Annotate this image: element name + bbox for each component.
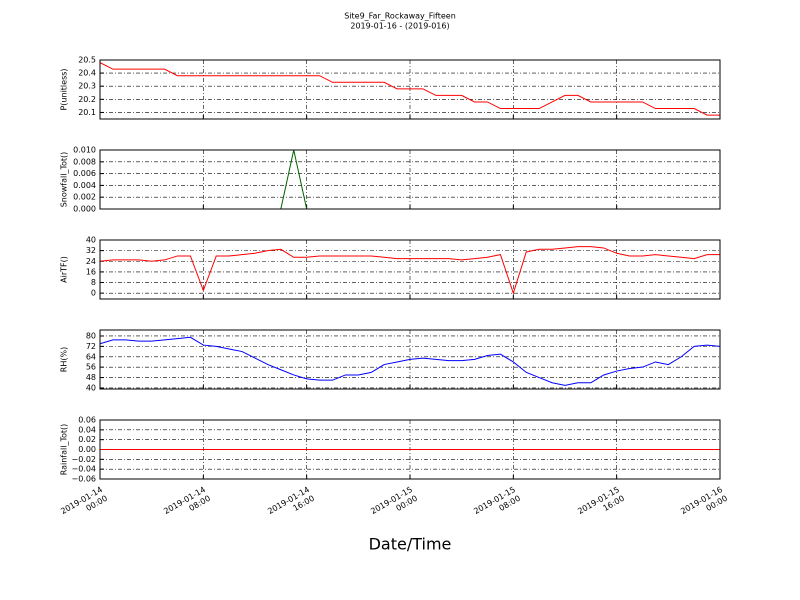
y-tick-label: 20.3 xyxy=(78,82,96,91)
y-tick-label: −0.04 xyxy=(71,465,96,474)
y-tick-label: 20.2 xyxy=(78,95,96,104)
y-tick-label: 20.4 xyxy=(78,69,96,78)
y-tick-label: 40 xyxy=(86,383,96,392)
plot-frame xyxy=(99,329,721,390)
y-axis-label: AirTF() xyxy=(60,256,69,283)
chart-title: Site9_Far_Rockaway_Fifteen xyxy=(344,12,456,21)
y-tick-label: 80 xyxy=(86,331,96,340)
y-tick-label: 64 xyxy=(86,352,96,361)
y-tick-label: 24 xyxy=(86,257,96,266)
y-tick-label: 20.5 xyxy=(78,56,96,65)
plot-frame xyxy=(99,149,721,210)
y-tick-label: 0.004 xyxy=(73,181,96,190)
y-tick-label: 0.006 xyxy=(73,169,96,178)
y-tick-label: 72 xyxy=(86,342,96,351)
y-tick-label: 16 xyxy=(86,267,96,276)
y-axis-label: P(unitless) xyxy=(60,68,69,110)
y-tick-label: 32 xyxy=(86,246,96,255)
y-tick-label: 48 xyxy=(86,373,96,382)
y-axis-label: Snowfall_Tot() xyxy=(60,152,69,208)
plot-frame xyxy=(99,239,721,300)
y-tick-label: 0.008 xyxy=(73,157,96,166)
y-tick-label: 0.02 xyxy=(78,435,96,444)
y-tick-label: 0 xyxy=(91,289,96,298)
y-tick-label: 0.000 xyxy=(73,205,96,214)
y-tick-label: 40 xyxy=(86,236,96,245)
y-tick-label: 0.010 xyxy=(73,146,96,155)
plot-frame xyxy=(99,59,721,120)
y-axis-label: RH(%) xyxy=(60,347,69,372)
plot-frame xyxy=(99,419,721,480)
data-line xyxy=(99,246,720,295)
y-axis-label: Rainfall_Tot() xyxy=(60,424,69,476)
y-tick-label: 8 xyxy=(91,278,96,287)
y-tick-label: −0.06 xyxy=(71,475,96,484)
x-axis-label: Date/Time xyxy=(369,535,452,554)
y-tick-label: 0.06 xyxy=(78,416,96,425)
chart-subtitle: 2019-01-16 - (2019-016) xyxy=(350,22,449,31)
y-tick-label: 56 xyxy=(86,363,96,372)
data-line xyxy=(99,62,720,116)
data-line xyxy=(99,336,721,386)
y-tick-label: 0.04 xyxy=(78,425,96,434)
y-tick-label: 0.002 xyxy=(73,193,96,202)
y-tick-label: −0.02 xyxy=(71,455,96,464)
y-tick-label: 20.1 xyxy=(78,108,96,117)
y-tick-label: 0.00 xyxy=(78,445,96,454)
